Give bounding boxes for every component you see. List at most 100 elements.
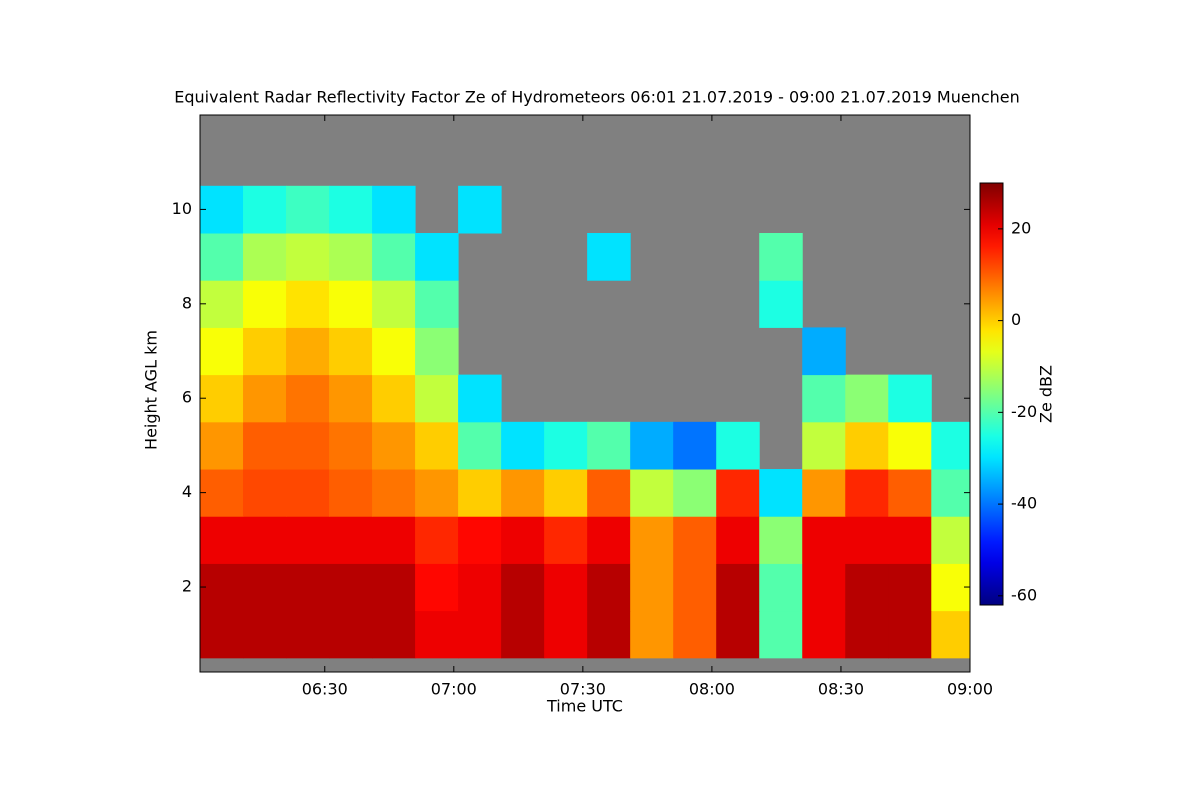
colorbar-label: Ze dBZ [1037,365,1056,423]
heatmap-cell [243,374,287,423]
heatmap-cell [501,469,545,517]
heatmap-cell [372,327,416,376]
heatmap-cell [372,516,416,564]
heatmap-cell [716,610,760,659]
heatmap-cell [759,516,803,564]
y-tick-label: 2 [182,577,192,596]
heatmap-cell [243,563,287,612]
x-tick-label: 09:00 [947,680,993,699]
heatmap-cell [888,563,932,612]
heatmap-cell [329,327,373,376]
y-tick-label: 4 [182,482,192,501]
heatmap-cell [501,421,545,470]
heatmap-cell [544,610,588,659]
heatmap-cell [845,469,889,517]
heatmap-cell [200,516,244,564]
heatmap-cell [372,185,416,234]
heatmap-cell [716,421,760,470]
heatmap-cell [243,185,287,234]
heatmap-cell [845,421,889,470]
heatmap-cell [630,610,674,659]
heatmap-cell [587,516,631,564]
heatmap-cell [931,563,970,612]
x-tick-label: 07:00 [431,680,477,699]
heatmap-cell [501,563,545,612]
heatmap-cell [759,610,803,659]
heatmap-cell [243,421,287,470]
heatmap-cell [931,610,970,659]
heatmap-cell [716,516,760,564]
heatmap-cell [329,233,373,281]
heatmap-cell [243,469,287,517]
heatmap-cell [802,327,846,376]
heatmap-cell [200,374,244,423]
heatmap-cell [845,610,889,659]
heatmap-cell [673,610,717,659]
heatmap-cell [802,610,846,659]
heatmap-cell [673,563,717,612]
heatmap-cell [802,421,846,470]
heatmap-cell [845,563,889,612]
colorbar [979,182,1004,606]
y-tick-label: 8 [182,293,192,312]
heatmap [200,185,970,659]
heatmap-cell [372,421,416,470]
colorbar-tick-label: -40 [1011,494,1037,513]
heatmap-cell [759,280,803,328]
heatmap-cell [458,469,502,517]
heatmap-cell [501,610,545,659]
heatmap-cell [501,516,545,564]
heatmap-cell [544,469,588,517]
heatmap-cell [372,233,416,281]
heatmap-cell [931,516,970,564]
heatmap-cell [286,516,330,564]
y-axis-label: Height AGL km [142,330,161,450]
heatmap-cell [286,280,330,328]
heatmap-cell [200,327,244,376]
heatmap-cell [802,516,846,564]
heatmap-cell [415,233,459,281]
heatmap-cell [329,374,373,423]
heatmap-cell [329,563,373,612]
heatmap-cell [759,233,803,281]
heatmap-cell [587,563,631,612]
heatmap-cell [286,610,330,659]
heatmap-cell [458,610,502,659]
x-axis-label: Time UTC [546,697,623,716]
heatmap-cell [544,563,588,612]
heatmap-cell [286,469,330,517]
heatmap-cell [329,469,373,517]
heatmap-cell [888,610,932,659]
heatmap-cell [931,421,970,470]
colorbar-tick-label: -60 [1011,585,1037,604]
heatmap-cell [458,421,502,470]
heatmap-cell [200,563,244,612]
heatmap-cell [415,469,459,517]
heatmap-cell [372,469,416,517]
heatmap-cell [673,516,717,564]
heatmap-cell [458,563,502,612]
x-tick-label: 08:00 [689,680,735,699]
x-tick-label: 08:30 [818,680,864,699]
heatmap-cell [243,610,287,659]
heatmap-cell [716,469,760,517]
heatmap-cell [802,563,846,612]
heatmap-cell [243,280,287,328]
heatmap-cell [200,421,244,470]
heatmap-cell [415,374,459,423]
heatmap-cell [544,421,588,470]
heatmap-cell [329,610,373,659]
heatmap-cell [845,374,889,423]
heatmap-cell [286,185,330,234]
heatmap-cell [329,516,373,564]
heatmap-cell [802,374,846,423]
heatmap-cell [200,280,244,328]
heatmap-cell [329,280,373,328]
colorbar-tick-label: -20 [1011,402,1037,421]
heatmap-cell [286,421,330,470]
heatmap-cell [415,516,459,564]
heatmap-cell [759,469,803,517]
heatmap-cell [673,469,717,517]
y-tick-label: 10 [172,199,192,218]
